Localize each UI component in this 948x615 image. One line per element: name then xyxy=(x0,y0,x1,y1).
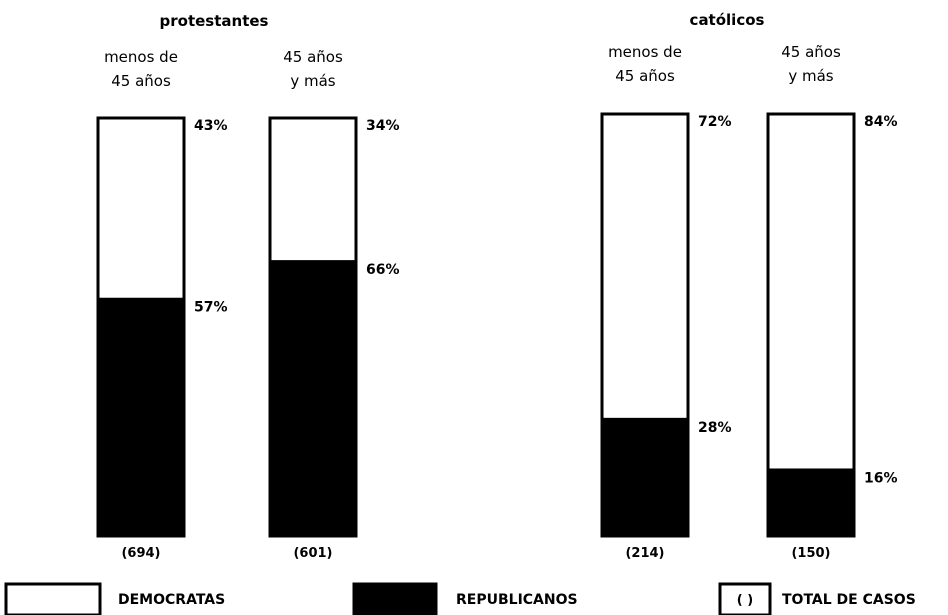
republicanos-pct-label: 28% xyxy=(698,420,732,436)
republicanos-pct-label: 66% xyxy=(366,262,400,278)
legend-swatch-democratas xyxy=(4,582,102,615)
category-label: y más xyxy=(788,67,833,85)
category-label: 45 años xyxy=(781,43,841,61)
bar-outline xyxy=(600,112,690,538)
republicanos-pct-label: 16% xyxy=(864,470,898,486)
total-cases-label: (150) xyxy=(791,546,830,561)
category-label: 45 años xyxy=(111,72,171,90)
bar-democratas xyxy=(98,118,184,298)
democratas-pct-label: 34% xyxy=(366,118,400,134)
group-title: católicos xyxy=(690,11,765,29)
legend-label-republicanos: REPUBLICANOS xyxy=(456,592,578,608)
legend-swatch-total xyxy=(718,582,772,615)
legend-swatch-republicanos xyxy=(352,582,438,615)
bar-republicanos xyxy=(602,417,688,536)
bar-republicanos xyxy=(270,260,356,536)
legend-item-republicanos: REPUBLICANOS xyxy=(352,582,578,615)
legend-item-total: ( ) TOTAL DE CASOS xyxy=(718,582,916,615)
democratas-pct-label: 43% xyxy=(194,118,228,134)
legend-symbol: ( ) xyxy=(737,593,753,608)
total-cases-label: (214) xyxy=(625,546,664,561)
total-cases-label: (601) xyxy=(293,546,332,561)
legend-item-democratas: DEMOCRATAS xyxy=(4,582,225,615)
category-label: y más xyxy=(290,72,335,90)
bar-republicanos xyxy=(768,468,854,536)
bar-outline xyxy=(766,112,856,538)
category-label: 45 años xyxy=(615,67,675,85)
legend-label-total: TOTAL DE CASOS xyxy=(782,592,916,608)
bar-democratas xyxy=(270,118,356,261)
democratas-pct-label: 84% xyxy=(864,114,898,130)
bar-democratas xyxy=(602,114,688,418)
bar-democratas xyxy=(768,114,854,469)
group-title: protestantes xyxy=(160,12,269,30)
total-cases-label: (694) xyxy=(121,546,160,561)
category-label: menos de xyxy=(608,43,682,61)
category-label: menos de xyxy=(104,48,178,66)
legend-label-democratas: DEMOCRATAS xyxy=(118,592,225,608)
legend: DEMOCRATAS REPUBLICANOS ( ) TOTAL DE CASOS xyxy=(4,582,916,615)
bar-outline xyxy=(268,116,358,538)
bar-republicanos xyxy=(98,297,184,536)
democratas-pct-label: 72% xyxy=(698,114,732,130)
bar-outline xyxy=(96,116,186,538)
republicanos-pct-label: 57% xyxy=(194,300,228,316)
category-label: 45 años xyxy=(283,48,343,66)
bars-layer: protestantes menos de 45 años 43% 57% (694) 45… xyxy=(96,11,898,561)
